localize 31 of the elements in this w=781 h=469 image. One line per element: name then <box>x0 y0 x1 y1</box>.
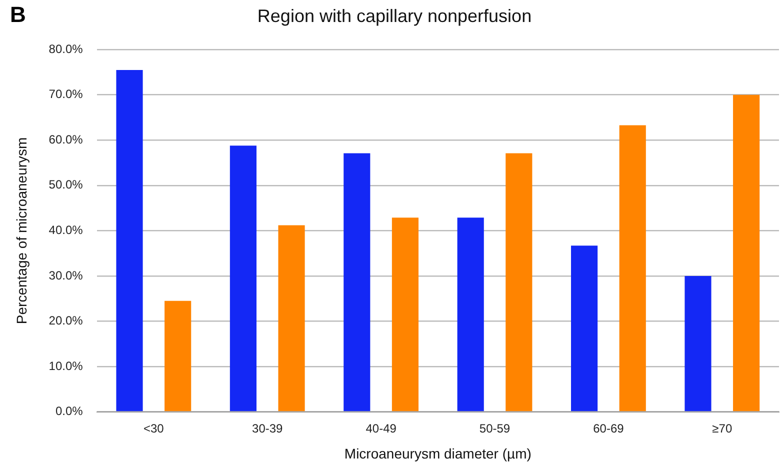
bar <box>278 225 305 412</box>
x-tick-label: ≥70 <box>712 421 732 436</box>
y-axis-title: Percentage of microaneurysm <box>13 137 30 324</box>
bar <box>230 146 256 412</box>
x-tick-label: <30 <box>143 421 164 436</box>
x-tick-label: 50-59 <box>479 421 510 436</box>
bar <box>571 246 598 412</box>
bar <box>344 153 370 412</box>
bar <box>684 276 712 412</box>
y-tick-label: 50.0% <box>48 178 84 192</box>
bar <box>392 218 419 412</box>
bar <box>457 218 484 412</box>
bar <box>506 153 532 412</box>
bar <box>733 94 760 412</box>
y-tick-label: 40.0% <box>48 223 84 238</box>
y-tick-label: 20.0% <box>48 314 84 328</box>
y-tick-label: 80.0% <box>48 42 84 56</box>
x-axis-title: Microaneurysm diameter (µm) <box>344 445 532 462</box>
text: B <box>10 2 26 28</box>
x-tick-label: 60-69 <box>593 421 624 436</box>
y-tick-label: 10.0% <box>48 358 84 373</box>
chart-title: Region with capillary nonperfusion <box>257 6 532 26</box>
bar <box>164 300 192 412</box>
y-tick-label: 60.0% <box>48 132 84 146</box>
x-tick-label: 40-49 <box>366 421 397 436</box>
y-tick-label: 0.0% <box>55 404 84 418</box>
x-tick-label: 30-39 <box>252 421 284 436</box>
y-tick-label: 70.0% <box>48 87 84 102</box>
bar <box>619 125 646 412</box>
bar <box>116 70 143 412</box>
y-tick-label: 30.0% <box>48 268 84 282</box>
